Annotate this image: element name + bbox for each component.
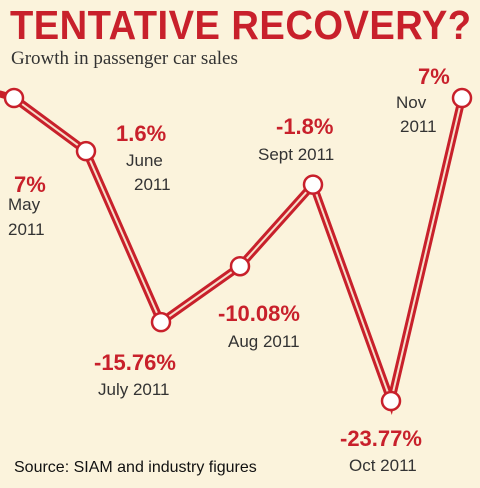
chart-title: TENTATIVE RECOVERY? xyxy=(10,2,472,48)
data-point-5 xyxy=(302,174,324,195)
data-label-value-6: -23.77% xyxy=(340,426,422,451)
data-label-year-1: 2011 xyxy=(8,220,45,239)
chart-subtitle: Growth in passenger car sales xyxy=(11,48,238,69)
data-label-value-1: 7% xyxy=(14,172,46,197)
data-point-4 xyxy=(229,255,251,277)
data-point-6 xyxy=(380,390,402,412)
data-label-month-4: Aug 2011 xyxy=(228,332,300,351)
data-label-month-2: June xyxy=(126,151,163,170)
data-point-1 xyxy=(3,87,25,109)
data-label-month-6: Oct 2011 xyxy=(349,456,417,475)
data-point-3 xyxy=(150,311,172,333)
data-point-7 xyxy=(451,87,473,109)
source-note: Source: SIAM and industry figures xyxy=(14,459,257,476)
data-label-month-3: July 2011 xyxy=(98,380,170,399)
data-label-value-7: 7% xyxy=(418,64,450,89)
data-label-month-7: Nov xyxy=(396,93,427,112)
data-label-year-2: 2011 xyxy=(134,175,171,194)
data-point-2 xyxy=(75,140,97,162)
data-label-value-2: 1.6% xyxy=(116,121,166,146)
data-label-year-7: 2011 xyxy=(400,117,437,136)
data-label-month-1: May xyxy=(8,195,41,214)
data-label-value-3: -15.76% xyxy=(94,350,176,375)
data-label-month-5: Sept 2011 xyxy=(258,145,334,164)
data-label-value-5: -1.8% xyxy=(276,114,333,139)
data-label-value-4: -10.08% xyxy=(218,301,300,326)
